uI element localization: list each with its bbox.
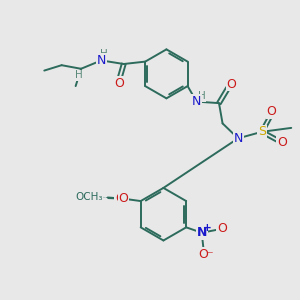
Text: O: O — [199, 248, 208, 261]
Text: methoxy: methoxy — [106, 196, 112, 198]
Text: O: O — [115, 192, 125, 205]
Text: methoxy: methoxy — [102, 197, 108, 198]
Text: +: + — [203, 223, 212, 233]
Text: O: O — [114, 77, 124, 90]
Text: H: H — [100, 49, 108, 59]
Text: O: O — [267, 105, 277, 118]
Text: N: N — [196, 226, 207, 239]
Text: OCH₃: OCH₃ — [75, 192, 103, 202]
Text: S: S — [258, 125, 266, 138]
Text: O: O — [226, 77, 236, 91]
Text: N: N — [192, 95, 201, 108]
Text: H: H — [75, 70, 83, 80]
Text: O: O — [277, 136, 286, 149]
Text: O: O — [118, 192, 128, 205]
Text: H: H — [198, 91, 206, 101]
Text: ⁻: ⁻ — [206, 249, 213, 262]
Text: O: O — [217, 222, 227, 235]
Text: N: N — [233, 132, 243, 145]
Text: N: N — [97, 54, 106, 67]
